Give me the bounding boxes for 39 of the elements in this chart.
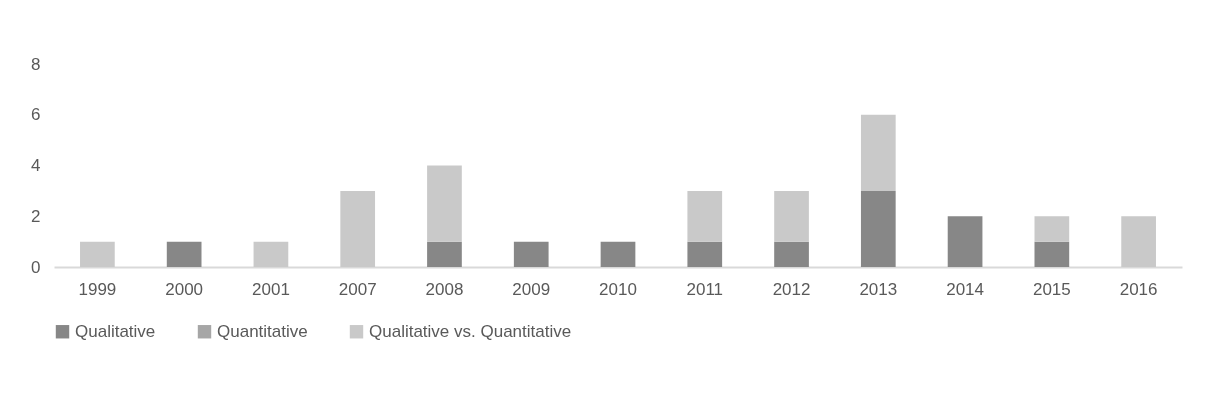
y-tick-label: 2 (31, 206, 41, 226)
x-tick-label: 2001 (252, 279, 290, 299)
bar (427, 165, 462, 242)
x-tick-label: 2015 (1032, 279, 1071, 299)
legend-label: Qualitative (75, 321, 156, 341)
legend-label: Qualitative vs. Quantitative (369, 321, 572, 341)
bar (860, 190, 896, 267)
x-tick-label: 2008 (425, 279, 464, 299)
bar (774, 190, 809, 242)
x-tick-label: 2007 (338, 279, 377, 299)
bar (253, 241, 289, 267)
x-tick-label: 2013 (859, 279, 898, 299)
y-tick-label: 0 (31, 257, 41, 277)
x-tick-label: 2010 (599, 279, 637, 299)
x-tick-label: 2012 (772, 279, 811, 299)
bar (600, 241, 636, 267)
x-tick-label: 1999 (78, 279, 117, 299)
bar (774, 241, 809, 267)
x-tick-label: 2011 (686, 279, 724, 299)
bar (687, 190, 723, 242)
bar (340, 190, 376, 267)
bar (1121, 216, 1156, 267)
bar (687, 241, 723, 267)
y-tick-label: 4 (31, 156, 41, 175)
bar (1034, 241, 1070, 267)
x-tick-label: 2000 (165, 279, 204, 299)
bar (427, 241, 462, 267)
y-tick-label: 6 (31, 105, 41, 125)
bar (513, 241, 549, 267)
x-tick-label: 2009 (512, 279, 551, 299)
y-tick-label: 8 (31, 54, 41, 74)
bar (947, 216, 983, 267)
bar (80, 241, 115, 267)
bar (166, 241, 202, 267)
bar (1034, 216, 1070, 242)
x-tick-label: 2014 (946, 279, 984, 299)
x-tick-label: 2016 (1119, 279, 1158, 299)
bar (860, 114, 896, 191)
legend-label: Quantitative (217, 321, 308, 341)
